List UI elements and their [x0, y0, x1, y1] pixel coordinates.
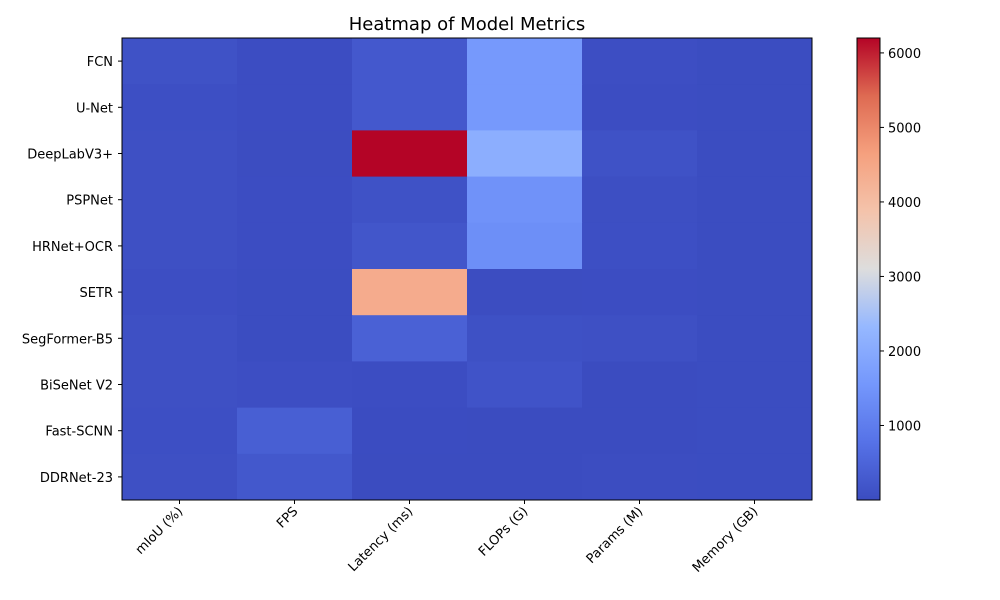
heatmap-cell — [467, 269, 583, 316]
heatmap-cell — [237, 176, 353, 224]
row-label: FCN — [87, 55, 113, 70]
heatmap-cell — [697, 453, 813, 501]
colorbar-tick-label: 6000 — [888, 47, 921, 62]
heatmap-cell — [697, 361, 813, 409]
heatmap-cell — [352, 222, 468, 270]
heatmap-cell — [237, 453, 353, 501]
heatmap-cell — [582, 222, 698, 270]
column-label: Params (M) — [584, 504, 647, 567]
heatmap-cell — [352, 84, 468, 131]
heatmap-cell — [237, 361, 353, 409]
colorbar-tick-label: 5000 — [888, 121, 921, 136]
heatmap-cell — [467, 84, 583, 131]
plot-frame — [121, 37, 813, 501]
heatmap-cell — [122, 84, 238, 131]
heatmap-cell — [582, 130, 698, 178]
colorbar — [856, 37, 881, 501]
row-label: DDRNet-23 — [40, 471, 113, 486]
heatmap-cell — [352, 315, 468, 362]
heatmap-cell — [582, 315, 698, 362]
heatmap-cell — [467, 315, 583, 362]
heatmap-cell — [352, 130, 468, 178]
heatmap-cell — [122, 361, 238, 409]
column-label: FLOPs (G) — [476, 504, 531, 559]
heatmap-cell — [237, 222, 353, 270]
row-labels: FCN U-Net DeepLabV3+ PSPNet HRNet+OCR SETR Seg… — [22, 55, 122, 486]
heatmap-cell — [122, 453, 238, 501]
heatmap-cell — [467, 361, 583, 409]
heatmap-cell — [467, 407, 583, 455]
heatmap-cell — [237, 130, 353, 178]
heatmap-cell — [352, 453, 468, 501]
row-label: DeepLabV3+ — [27, 148, 113, 163]
colorbar-tick-label: 4000 — [888, 196, 921, 211]
heatmap-cell — [237, 38, 353, 85]
heatmap-cell — [697, 222, 813, 270]
column-label: mIoU (%) — [133, 504, 186, 557]
heatmap-cell — [122, 176, 238, 224]
colorbar-tick-label: 1000 — [888, 419, 921, 434]
heatmap-cell — [582, 38, 698, 85]
row-label: U-Net — [76, 101, 113, 116]
heatmap-cell — [237, 407, 353, 455]
heatmap-cell — [582, 453, 698, 501]
heatmap-cell — [352, 38, 468, 85]
row-label: BiSeNet V2 — [40, 379, 113, 394]
row-label: Fast-SCNN — [45, 425, 113, 440]
heatmap-cell — [122, 407, 238, 455]
heatmap-cell — [697, 38, 813, 85]
colorbar-tick-label: 3000 — [888, 270, 921, 285]
heatmap-cell — [697, 130, 813, 178]
heatmap-cell — [697, 407, 813, 455]
row-label: SETR — [80, 286, 113, 301]
heatmap-cell — [352, 176, 468, 224]
heatmap-cell — [122, 222, 238, 270]
heatmap-cells — [122, 38, 813, 501]
column-label: Memory (GB) — [690, 504, 762, 576]
heatmap-cell — [122, 38, 238, 85]
row-label: PSPNet — [66, 194, 113, 209]
heatmap-cell — [467, 38, 583, 85]
heatmap-cell — [697, 315, 813, 362]
heatmap-cell — [467, 453, 583, 501]
heatmap-cell — [352, 361, 468, 409]
heatmap-cell — [122, 269, 238, 316]
heatmap-cell — [237, 315, 353, 362]
heatmap-cell — [697, 84, 813, 131]
row-label: SegFormer-B5 — [22, 332, 113, 347]
heatmap-cell — [697, 269, 813, 316]
heatmap-cell — [697, 176, 813, 224]
heatmap-cell — [122, 130, 238, 178]
heatmap-cell — [467, 176, 583, 224]
heatmap-cell — [582, 176, 698, 224]
heatmap-cell — [467, 222, 583, 270]
heatmap-cell — [582, 361, 698, 409]
column-label: FPS — [274, 504, 301, 531]
colorbar-tick-label: 2000 — [888, 345, 921, 360]
heatmap-cell — [352, 407, 468, 455]
heatmap-cell — [237, 269, 353, 316]
heatmap-cell — [582, 84, 698, 131]
colorbar-ticks: 1000 2000 3000 4000 5000 6000 — [880, 47, 921, 434]
heatmap-cell — [467, 130, 583, 178]
column-labels: mIoU (%) FPS Latency (ms) FLOPs (G) Params (… — [133, 500, 761, 576]
row-label: HRNet+OCR — [32, 240, 113, 255]
column-label: Latency (ms) — [346, 504, 417, 575]
chart-title: Heatmap of Model Metrics — [349, 14, 586, 35]
heatmap-cell — [352, 269, 468, 316]
heatmap-cell — [237, 84, 353, 131]
heatmap-cell — [582, 269, 698, 316]
heatmap-cell — [582, 407, 698, 455]
heatmap-cell — [122, 315, 238, 362]
